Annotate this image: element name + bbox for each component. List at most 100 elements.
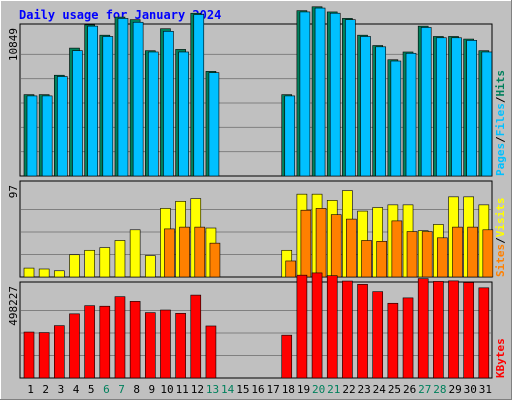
x-tick-label: 28 [433, 383, 446, 396]
bar-kbytes [402, 297, 414, 379]
bar-sites [482, 229, 494, 278]
panel-kbytes: 498227 KBytes [7, 272, 507, 379]
bar-kbytes [357, 284, 368, 379]
x-tick-label: 23 [358, 383, 371, 396]
bar-visits [23, 267, 35, 278]
bar-visits [38, 268, 50, 278]
bar-kbytes [84, 305, 95, 379]
x-tick-label: 19 [297, 383, 310, 396]
x-tick-label: 3 [58, 383, 65, 396]
bar-files [481, 51, 493, 177]
bar-sites [285, 260, 297, 278]
series-label-part: Pages [494, 143, 507, 176]
bar-kbytes [205, 325, 217, 379]
bar-files [208, 72, 220, 177]
bar-kbytes [281, 334, 293, 379]
bar-sites [164, 228, 175, 278]
bar-files [329, 12, 341, 177]
bar-visits [54, 270, 65, 278]
bar-sites [300, 209, 312, 278]
bar-files [57, 76, 68, 177]
bar-sites [421, 231, 433, 278]
y-max-label: 97 [7, 185, 20, 198]
bar-files [360, 36, 371, 177]
panel-frame [19, 281, 493, 379]
x-tick-label: 2 [42, 383, 49, 396]
y-max-label: 10849 [7, 28, 20, 61]
panel-frame [19, 180, 493, 278]
panel-series-label: Sites/Visits [494, 198, 507, 278]
x-tick-label: 31 [479, 383, 492, 396]
bar-kbytes [326, 275, 338, 379]
bar-files [284, 95, 296, 177]
bar-kbytes [311, 272, 323, 379]
x-tick-label: 25 [388, 383, 401, 396]
x-tick-label: 15 [236, 383, 249, 396]
x-tick-label: 24 [373, 383, 387, 396]
x-tick-label: 30 [464, 383, 477, 396]
series-label-part: Files [494, 103, 507, 136]
x-tick-label: 8 [133, 383, 140, 396]
panel-series-label: Pages/Files/Hits [494, 70, 507, 176]
x-tick-label: 27 [418, 383, 431, 396]
bar-visits [129, 229, 141, 278]
bar-sites [406, 231, 418, 278]
bar-files [72, 50, 83, 177]
x-axis: 1 2 3 4 5 6 7 8 9 10 11 12 13 14 15 16 17 18 19 20 21 22 23 24 2… [27, 383, 492, 396]
bar-kbytes [417, 278, 429, 379]
bar-sites [346, 218, 357, 278]
bar-visits [69, 254, 80, 278]
bar-files [436, 37, 447, 177]
bar-files [163, 31, 174, 177]
chart-title: Daily usage for January 2024 [19, 8, 221, 22]
bar-kbytes [54, 325, 65, 379]
chart-panels: 10849Pages/Files/Hits97Sites/Visits49822… [7, 6, 507, 379]
bar-files [102, 36, 114, 177]
bar-visits [84, 249, 95, 278]
bar-sites [376, 241, 388, 278]
bar-sites [179, 226, 190, 278]
bar-kbytes [114, 296, 126, 379]
bar-visits [114, 240, 126, 278]
bar-kbytes [23, 331, 35, 379]
panel-series-label: KBytes [494, 338, 507, 378]
bar-kbytes [38, 332, 50, 379]
bar-files [299, 11, 311, 177]
bar-files [87, 25, 98, 177]
bar-sites [361, 240, 372, 278]
bar-files [375, 46, 387, 177]
bar-files [147, 51, 159, 177]
bar-kbytes [160, 309, 171, 379]
bar-kbytes [433, 281, 444, 379]
bar-files [451, 37, 462, 177]
bar-kbytes [190, 294, 202, 379]
x-tick-label: 20 [312, 383, 325, 396]
bar-kbytes [342, 280, 353, 379]
x-tick-label: 9 [149, 383, 156, 396]
panel-sites_visits: 97 Sites/Visits [7, 180, 507, 278]
bar-sites [467, 226, 478, 278]
bar-files [26, 95, 38, 177]
bar-sites [315, 208, 327, 278]
bar-kbytes [372, 291, 384, 379]
series-label-part: KBytes [494, 338, 507, 378]
bar-files [132, 21, 144, 177]
x-tick-label: 11 [176, 383, 189, 396]
bar-visits [99, 247, 111, 278]
bar-kbytes [296, 274, 308, 379]
bar-files [405, 52, 417, 177]
bar-files [314, 7, 326, 177]
x-tick-label: 12 [191, 383, 204, 396]
bar-files [117, 18, 129, 177]
x-tick-label: 7 [118, 383, 125, 396]
bar-files [178, 51, 189, 177]
series-label-part: / [494, 237, 507, 244]
bar-files [466, 40, 477, 177]
bar-visits [144, 255, 156, 278]
x-tick-label: 22 [342, 383, 355, 396]
bar-kbytes [69, 313, 80, 379]
bar-sites [194, 226, 206, 278]
series-label-part: / [494, 96, 507, 103]
y-max-label: 498227 [7, 286, 20, 326]
